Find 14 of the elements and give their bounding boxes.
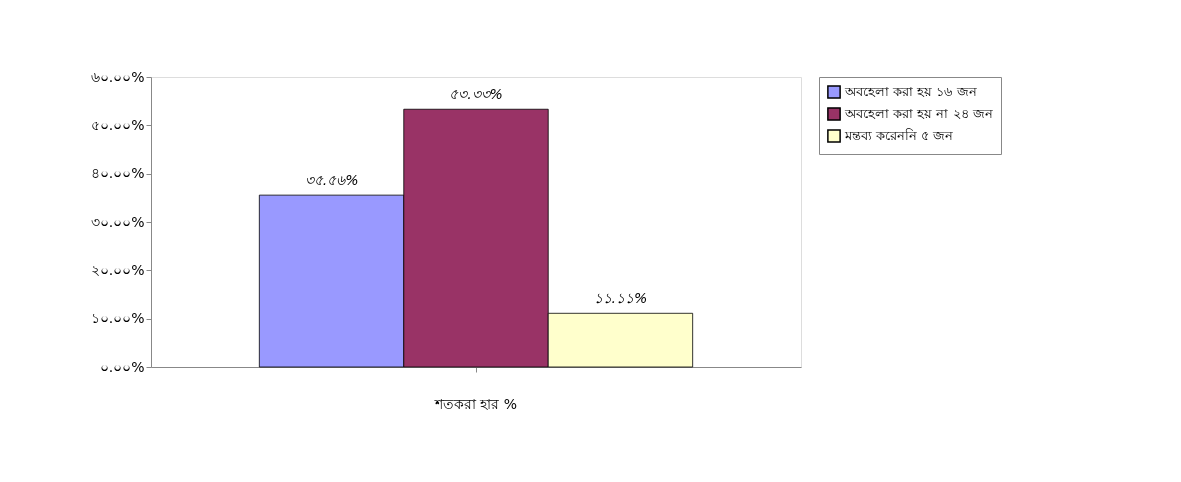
legend-label: অবহেলা করা হয় ১৬ জন (844, 84, 977, 99)
data-label: ১১.১১% (593, 290, 648, 307)
y-tick-label: ৪০.০০% (90, 165, 145, 182)
x-tick-label: শতকরা হার % (433, 395, 518, 412)
legend-label: মন্তব্য করেননি ৫ জন (844, 128, 954, 143)
y-tick-label: ০.০০% (99, 358, 145, 375)
y-tick-label: ৩০.০০% (90, 213, 145, 230)
data-label: ৩৫.৫৬% (304, 172, 359, 189)
y-tick-label: ৫০.০০% (90, 116, 145, 133)
legend-label: অবহেলা করা হয় না ২৪ জন (844, 106, 993, 121)
data-label: ৫৩.৩৩% (449, 86, 503, 103)
y-tick-label: ২০.০০% (90, 261, 145, 278)
y-tick-label: ৬০.০০% (90, 68, 145, 85)
y-tick-label: ১০.০০% (90, 310, 145, 327)
